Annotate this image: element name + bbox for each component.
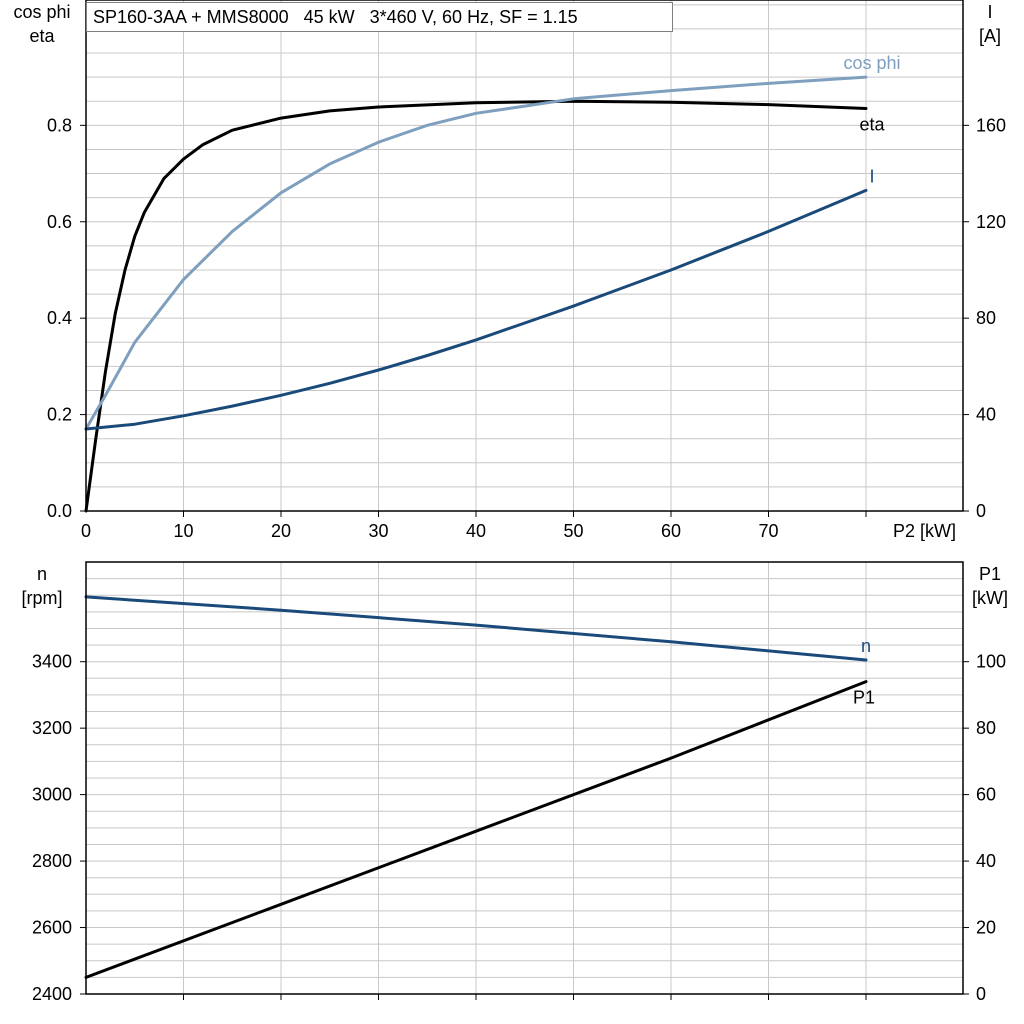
plot-frame [85,561,964,995]
series-line-cos-phi [84,75,868,431]
y-left-axis-title-line1: cos phi [13,2,70,22]
series-layer [84,75,868,979]
y-right-tick-label: 40 [976,405,996,425]
frame-layer [80,0,969,1000]
x-tick-label: 50 [563,521,583,541]
y-right-tick-label: 80 [976,718,996,738]
series-line-i [84,188,868,431]
y-left-tick-label: 3400 [32,652,72,672]
x-tick-label: 10 [173,521,193,541]
y-left-axis-title-line2: eta [29,26,55,46]
y-left-tick-label: 0.8 [47,115,72,135]
y-right-tick-label: 100 [976,652,1006,672]
series-label-eta: eta [859,114,885,134]
y-right-tick-label: 40 [976,851,996,871]
y-left-tick-label: 2400 [32,984,72,1004]
y-right-tick-label: 60 [976,785,996,805]
y-right-tick-label: 120 [976,212,1006,232]
y-right-tick-label: 0 [976,984,986,1004]
y-right-tick-label: 160 [976,115,1006,135]
y-left-tick-label: 3200 [32,718,72,738]
plot-frame [85,0,964,512]
x-tick-label: 40 [466,521,486,541]
y-right-tick-label: 80 [976,308,996,328]
x-axis-title: P2 [kW] [893,521,956,541]
text-layer: 0.0 0.2 0.4 0.6 0.8 0 40 80 120 160 cos phi eta I [A]… [13,2,1008,1004]
x-tick-label: 70 [758,521,778,541]
x-tick-label: 30 [368,521,388,541]
y-left-tick-label: 0.0 [47,501,72,521]
y-left-tick-label: 0.4 [47,308,72,328]
series-label-n: n [861,636,871,656]
series-label-i: I [869,166,874,186]
series-line-p1 [84,680,868,979]
y-left-tick-label: 3000 [32,785,72,805]
y-right-tick-label: 20 [976,918,996,938]
y-right-axis-title-line1: I [987,2,992,22]
y-right-tick-label: 0 [976,501,986,521]
x-tick-label: 20 [271,521,291,541]
y-right-axis-title-line2: [A] [979,26,1001,46]
series-line-eta [84,99,868,513]
chart-title: SP160-3AA + MMS8000 45 kW 3*460 V, 60 Hz… [86,2,673,32]
x-tick-label: 0 [81,521,91,541]
x-tick-label: 60 [661,521,681,541]
y-left-tick-label: 0.2 [47,405,72,425]
grid-layer [86,0,963,994]
series-label-cos-phi: cos phi [843,53,900,73]
y-left-axis-title-line1: n [37,564,47,584]
series-label-p1: P1 [853,688,875,708]
y-right-axis-title-line2: [kW] [972,588,1008,608]
y-left-tick-label: 0.6 [47,212,72,232]
y-left-tick-label: 2800 [32,851,72,871]
y-left-tick-label: 2600 [32,918,72,938]
y-right-axis-title-line1: P1 [979,564,1001,584]
y-left-axis-title-line2: [rpm] [21,588,62,608]
series-line-n [84,595,868,662]
